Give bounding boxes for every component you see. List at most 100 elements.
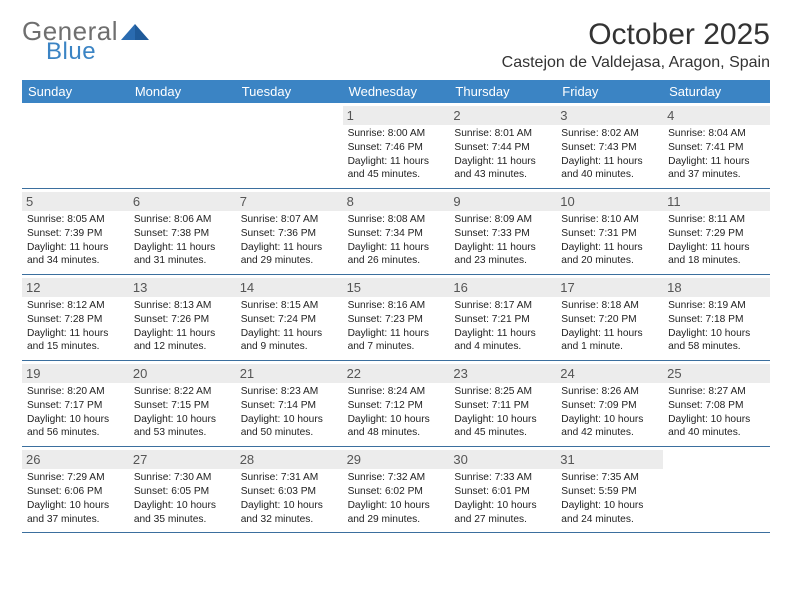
day-number: 20 [129,364,236,383]
daylight-line: Daylight: 11 hours and 37 minutes. [668,155,765,183]
daylight-line: Daylight: 11 hours and 34 minutes. [27,241,124,269]
sunrise-line: Sunrise: 7:31 AM [241,471,338,485]
day-header-cell: Friday [556,80,663,103]
sunrise-line: Sunrise: 8:08 AM [348,213,445,227]
sunrise-line: Sunrise: 8:11 AM [668,213,765,227]
day-cell: 26Sunrise: 7:29 AMSunset: 6:06 PMDayligh… [22,447,129,532]
daylight-line: Daylight: 11 hours and 31 minutes. [134,241,231,269]
day-number: 17 [556,278,663,297]
week-row: 19 Sunrise: 8:20 AMSunset: 7:17 PM Dayligh… [22,361,770,447]
sunset-line: Sunset: 7:18 PM [668,313,765,327]
sunrise-line: Sunrise: 8:02 AM [561,127,658,141]
day-number: 31 [556,450,663,469]
week-row: 12Sunrise: 8:12 AMSunset: 7:28 PMDayligh… [22,275,770,361]
day-cell [129,103,236,188]
sunset-line: Sunset: 7:21 PM [454,313,551,327]
sunset-line: Sunset: 5:59 PM [561,485,658,499]
sunset-line: Sunset: 7:15 PM [134,399,231,413]
daylight-line: Daylight: 11 hours and 4 minutes. [454,327,551,355]
day-cell: 23Sunrise: 8:25 AMSunset: 7:11 PMDayligh… [449,361,556,446]
day-cell: 11Sunrise: 8:11 AMSunset: 7:29 PMDayligh… [663,189,770,274]
sunrise-line: Sunrise: 8:25 AM [454,385,551,399]
daylight-line: Daylight: 10 hours and 37 minutes. [27,499,124,527]
day-cell: 4 Sunrise: 8:04 AMSunset: 7:41 PMDaylight… [663,103,770,188]
sunrise-line: Sunrise: 7:30 AM [134,471,231,485]
sunrise-line: Sunrise: 8:05 AM [27,213,124,227]
sunrise-line: Sunrise: 8:04 AM [668,127,765,141]
day-number: 18 [663,278,770,297]
day-header-cell: Saturday [663,80,770,103]
sunset-line: Sunset: 7:14 PM [241,399,338,413]
day-number: 8 [343,192,450,211]
daylight-line: Daylight: 10 hours and 58 minutes. [668,327,765,355]
day-number: 16 [449,278,556,297]
sunrise-line: Sunrise: 8:23 AM [241,385,338,399]
day-number: 5 [22,192,129,211]
sunset-line: Sunset: 7:29 PM [668,227,765,241]
day-header-cell: Sunday [22,80,129,103]
daylight-line: Daylight: 11 hours and 29 minutes. [241,241,338,269]
sunrise-line: Sunrise: 8:12 AM [27,299,124,313]
sunset-line: Sunset: 7:20 PM [561,313,658,327]
day-cell: 3Sunrise: 8:02 AMSunset: 7:43 PMDaylight… [556,103,663,188]
day-number: 19 [22,364,129,383]
daylight-line: Daylight: 11 hours and 45 minutes. [348,155,445,183]
sunset-line: Sunset: 7:44 PM [454,141,551,155]
day-number: 15 [343,278,450,297]
sunrise-line: Sunrise: 8:10 AM [561,213,658,227]
day-cell: 12Sunrise: 8:12 AMSunset: 7:28 PMDayligh… [22,275,129,360]
day-cell: 7Sunrise: 8:07 AMSunset: 7:36 PMDaylight… [236,189,343,274]
sunset-line: Sunset: 7:41 PM [668,141,765,155]
sunset-line: Sunset: 7:43 PM [561,141,658,155]
daylight-line: Daylight: 10 hours and 40 minutes. [668,413,765,441]
sunrise-line: Sunrise: 8:06 AM [134,213,231,227]
sunrise-line: Sunrise: 8:07 AM [241,213,338,227]
calendar: SundayMondayTuesdayWednesdayThursdayFrid… [22,80,770,533]
day-number: 4 [663,106,770,125]
day-cell: 5Sunrise: 8:05 AMSunset: 7:39 PMDaylight… [22,189,129,274]
day-number: 23 [449,364,556,383]
day-cell: 21 Sunrise: 8:23 AMSunset: 7:14 PMDayligh… [236,361,343,446]
day-number: 28 [236,450,343,469]
day-number: 7 [236,192,343,211]
day-cell: 9Sunrise: 8:09 AMSunset: 7:33 PMDaylight… [449,189,556,274]
day-cell: 28Sunrise: 7:31 AMSunset: 6:03 PMDayligh… [236,447,343,532]
week-row: 5Sunrise: 8:05 AMSunset: 7:39 PMDaylight… [22,189,770,275]
day-cell [22,103,129,188]
daylight-line: Daylight: 10 hours and 50 minutes. [241,413,338,441]
weeks-container: 1Sunrise: 8:00 AMSunset: 7:46 PMDaylight… [22,103,770,533]
logo-text-blue: Blue [46,40,149,64]
sunset-line: Sunset: 7:34 PM [348,227,445,241]
sunset-line: Sunset: 7:08 PM [668,399,765,413]
day-cell: 20Sunrise: 8:22 AMSunset: 7:15 PMDayligh… [129,361,236,446]
day-number: 6 [129,192,236,211]
daylight-line: Daylight: 10 hours and 35 minutes. [134,499,231,527]
sunrise-line: Sunrise: 7:33 AM [454,471,551,485]
daylight-line: Daylight: 10 hours and 45 minutes. [454,413,551,441]
sunset-line: Sunset: 6:05 PM [134,485,231,499]
day-number: 12 [22,278,129,297]
sunset-line: Sunset: 7:17 PM [27,399,124,413]
day-cell: 18Sunrise: 8:19 AMSunset: 7:18 PMDayligh… [663,275,770,360]
sunrise-line: Sunrise: 8:01 AM [454,127,551,141]
sunrise-line: Sunrise: 7:32 AM [348,471,445,485]
day-number: 30 [449,450,556,469]
day-number: 27 [129,450,236,469]
day-number: 24 [556,364,663,383]
day-cell: 8Sunrise: 8:08 AMSunset: 7:34 PMDaylight… [343,189,450,274]
sunrise-line: Sunrise: 8:24 AM [348,385,445,399]
daylight-line: Daylight: 11 hours and 15 minutes. [27,327,124,355]
day-number: 21 [236,364,343,383]
daylight-line: Daylight: 11 hours and 40 minutes. [561,155,658,183]
day-cell: 15Sunrise: 8:16 AMSunset: 7:23 PMDayligh… [343,275,450,360]
day-number: 25 [663,364,770,383]
day-cell: 30Sunrise: 7:33 AMSunset: 6:01 PMDayligh… [449,447,556,532]
daylight-line: Daylight: 11 hours and 12 minutes. [134,327,231,355]
sunrise-line: Sunrise: 8:22 AM [134,385,231,399]
daylight-line: Daylight: 10 hours and 24 minutes. [561,499,658,527]
sunrise-line: Sunrise: 8:20 AM [27,385,124,399]
logo: General Blue [22,18,149,64]
day-cell: 17Sunrise: 8:18 AMSunset: 7:20 PMDayligh… [556,275,663,360]
day-number: 13 [129,278,236,297]
day-cell: 13Sunrise: 8:13 AMSunset: 7:26 PMDayligh… [129,275,236,360]
